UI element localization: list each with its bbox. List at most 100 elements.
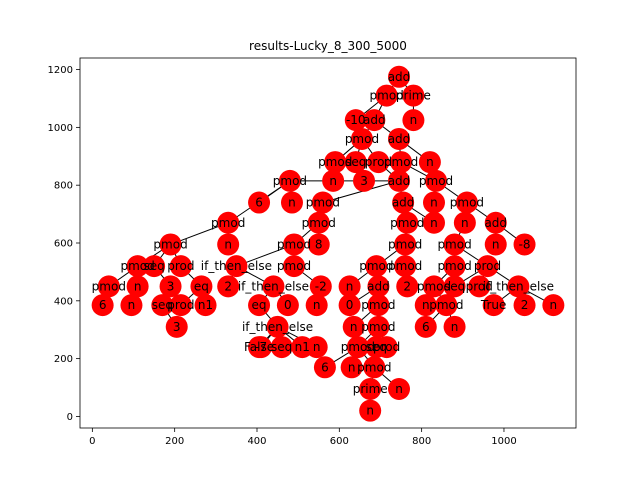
node-label: pmod: [390, 216, 424, 230]
graph-node: [126, 275, 149, 298]
node-label: pmod: [361, 298, 395, 312]
graph-node: [143, 255, 166, 278]
graph-node: [402, 109, 425, 132]
graph-node: [165, 315, 188, 338]
graph-node: [443, 275, 466, 298]
node-label: pmod: [153, 237, 187, 251]
node-label: 3: [167, 279, 175, 293]
node-label: n: [134, 279, 142, 293]
graph-node: [359, 377, 382, 400]
graph-node: [453, 211, 476, 234]
graph-node: [262, 275, 285, 298]
node-label: n: [313, 340, 321, 354]
node-label: n: [451, 320, 459, 334]
node-label: 6: [321, 360, 329, 374]
graph-node: [394, 233, 417, 256]
x-tick-label: 200: [165, 436, 184, 447]
graph-node: [513, 294, 536, 317]
graph-node: [388, 377, 411, 400]
node-label: n: [348, 360, 356, 374]
node-label: pmod: [341, 340, 375, 354]
graph-node: [443, 255, 466, 278]
graph-node: [248, 191, 271, 214]
node-label: pmod: [273, 174, 307, 188]
graph-node: [414, 294, 437, 317]
node-label: n: [422, 298, 430, 312]
graph-node: [248, 294, 271, 317]
graph-node: [217, 275, 240, 298]
x-tick-label: 600: [330, 436, 349, 447]
graph-node: [217, 233, 240, 256]
graph-node: [422, 191, 445, 214]
graph-node: [278, 169, 301, 192]
node-label: seq: [143, 259, 164, 273]
graph-node: [280, 191, 303, 214]
node-label: pmod: [388, 237, 422, 251]
node-label: True: [480, 298, 507, 312]
x-tick-label: 1000: [491, 436, 516, 447]
graph-node: [443, 315, 466, 338]
graph-node: [322, 169, 345, 192]
node-label: n: [313, 298, 321, 312]
y-tick-label: 1200: [48, 65, 73, 76]
graph-node: [367, 315, 390, 338]
node-label: pmod: [277, 259, 311, 273]
node-label: eq: [252, 298, 267, 312]
graph-node: [346, 336, 369, 359]
graph-node: [307, 233, 330, 256]
y-tick-label: 0: [67, 412, 73, 423]
node-label: pmod: [361, 320, 395, 334]
graph-node: [396, 275, 419, 298]
node-label: n: [430, 216, 438, 230]
graph-node: [169, 255, 192, 278]
graph-node: [313, 356, 336, 379]
graph-node: [97, 275, 120, 298]
node-label: pmod: [211, 216, 245, 230]
x-tick-label: 800: [412, 436, 431, 447]
node-label: pmod: [277, 237, 311, 251]
graph-node: [392, 191, 415, 214]
graph-node: [396, 211, 419, 234]
node-label: 0: [284, 298, 292, 312]
graph-node: [402, 84, 425, 107]
node-label: pmod: [419, 174, 453, 188]
graph-node: [455, 191, 478, 214]
x-tick-label: 0: [89, 436, 95, 447]
node-label: 2: [403, 279, 411, 293]
graph-node: [363, 356, 386, 379]
graph-node: [390, 151, 413, 174]
node-label: if_then_else: [201, 259, 272, 273]
graph-node: [225, 255, 248, 278]
node-label: False: [244, 340, 274, 354]
graph-node: [425, 169, 448, 192]
node-label: 3: [173, 320, 181, 334]
graph-node: [542, 294, 565, 317]
node-label: prod: [167, 298, 194, 312]
node-label: n: [426, 155, 434, 169]
node-label: pmod: [437, 237, 471, 251]
node-label: pmod: [417, 279, 451, 293]
node-label: pmod: [370, 89, 404, 103]
node-label: pmod: [384, 155, 418, 169]
node-label: seq: [345, 155, 366, 169]
chart-title: results-Lucky_8_300_5000: [249, 39, 407, 53]
graph-node: [484, 233, 507, 256]
node-label: pmod: [306, 196, 340, 210]
node-label: n: [224, 237, 232, 251]
graph-node: [394, 255, 417, 278]
node-label: prod: [365, 155, 392, 169]
graph-node: [270, 336, 293, 359]
graph-node: [169, 294, 192, 317]
graph-node: [422, 211, 445, 234]
node-label: -7: [255, 340, 267, 354]
node-label: seq: [271, 340, 292, 354]
node-label: add: [392, 196, 415, 210]
node-label: if_then_else: [242, 320, 313, 334]
graph-node: [305, 336, 328, 359]
node-label: prime: [353, 382, 388, 396]
graph-node: [375, 84, 398, 107]
axes-frame: [79, 57, 577, 429]
node-label: pmod: [357, 360, 391, 374]
graph-node: [388, 127, 411, 150]
